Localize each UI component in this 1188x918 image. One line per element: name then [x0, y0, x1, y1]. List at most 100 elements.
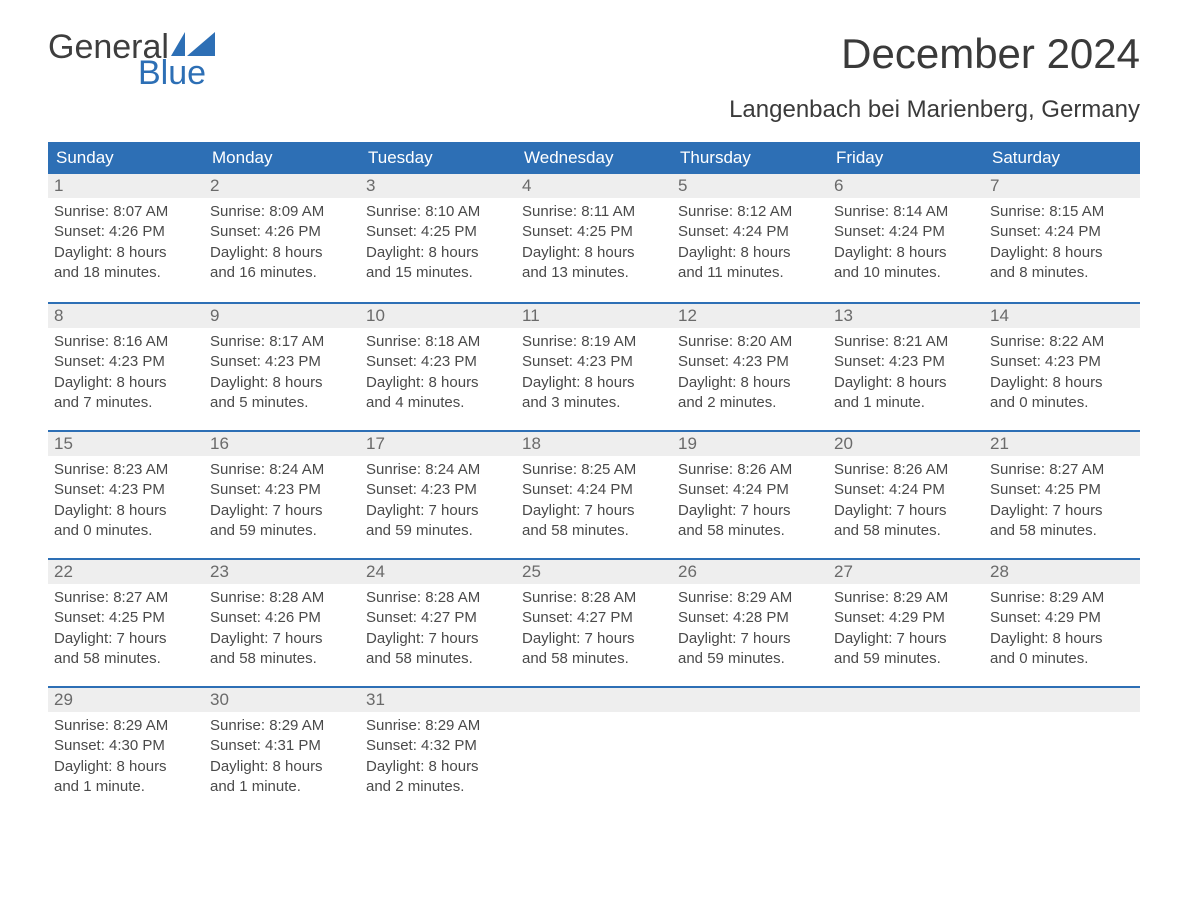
day-d2: and 58 minutes.: [522, 521, 666, 541]
day-d1: Daylight: 8 hours: [210, 757, 354, 777]
calendar-header-cell: Friday: [828, 142, 984, 174]
day-number-row: 20: [828, 432, 984, 456]
calendar-day: 10Sunrise: 8:18 AMSunset: 4:23 PMDayligh…: [360, 304, 516, 430]
logo: General Blue: [48, 30, 215, 90]
day-sunset: Sunset: 4:25 PM: [522, 222, 666, 242]
calendar-day: 17 Sunrise: 8:24 AMSunset: 4:23 PMDayligh…: [360, 432, 516, 558]
day-number-row: 23: [204, 560, 360, 584]
day-number: 21: [990, 434, 1009, 453]
calendar-day: 31Sunrise: 8:29 AMSunset: 4:32 PMDayligh…: [360, 688, 516, 814]
day-number: 23: [210, 562, 229, 581]
day-d1: Daylight: 8 hours: [366, 373, 510, 393]
day-body: Sunrise: 8:28 AMSunset: 4:27 PMDaylight:…: [516, 584, 672, 679]
calendar-header-cell: Thursday: [672, 142, 828, 174]
day-sunrise: Sunrise: 8:27 AM: [990, 460, 1134, 480]
day-sunset: Sunset: 4:25 PM: [990, 480, 1134, 500]
calendar-day: 28Sunrise: 8:29 AMSunset: 4:29 PMDayligh…: [984, 560, 1140, 686]
day-number-row: 21: [984, 432, 1140, 456]
day-sunrise: Sunrise: 8:14 AM: [834, 202, 978, 222]
day-sunset: Sunset: 4:23 PM: [210, 480, 354, 500]
calendar-day: 3Sunrise: 8:10 AMSunset: 4:25 PMDaylight…: [360, 174, 516, 302]
day-number: 26: [678, 562, 697, 581]
day-body: Sunrise: 8:24 AMSunset: 4:23 PMDaylight:…: [360, 456, 516, 551]
day-body: Sunrise: 8:29 AMSunset: 4:28 PMDaylight:…: [672, 584, 828, 679]
day-d1: Daylight: 8 hours: [366, 243, 510, 263]
day-number-row: 28: [984, 560, 1140, 584]
day-sunset: Sunset: 4:23 PM: [522, 352, 666, 372]
day-sunset: Sunset: 4:23 PM: [678, 352, 822, 372]
calendar-week: 15Sunrise: 8:23 AMSunset: 4:23 PMDayligh…: [48, 430, 1140, 558]
day-number-row: 4: [516, 174, 672, 198]
day-number: 12: [678, 306, 697, 325]
calendar-day: 22Sunrise: 8:27 AMSunset: 4:25 PMDayligh…: [48, 560, 204, 686]
calendar-day: 12Sunrise: 8:20 AMSunset: 4:23 PMDayligh…: [672, 304, 828, 430]
day-sunrise: Sunrise: 8:29 AM: [210, 716, 354, 736]
day-sunrise: Sunrise: 8:29 AM: [54, 716, 198, 736]
day-number: [834, 690, 839, 709]
logo-text-blue: Blue: [138, 56, 215, 90]
day-sunrise: Sunrise: 8:29 AM: [990, 588, 1134, 608]
location-subtitle: Langenbach bei Marienberg, Germany: [729, 96, 1140, 124]
day-number: 19: [678, 434, 697, 453]
day-sunset: Sunset: 4:27 PM: [522, 608, 666, 628]
day-sunrise: Sunrise: 8:29 AM: [678, 588, 822, 608]
day-d2: and 58 minutes.: [678, 521, 822, 541]
title-block: December 2024 Langenbach bei Marienberg,…: [729, 30, 1140, 134]
calendar-day: 19Sunrise: 8:26 AMSunset: 4:24 PMDayligh…: [672, 432, 828, 558]
day-d2: and 58 minutes.: [54, 649, 198, 669]
calendar-day: 14Sunrise: 8:22 AMSunset: 4:23 PMDayligh…: [984, 304, 1140, 430]
calendar-day: 16Sunrise: 8:24 AMSunset: 4:23 PMDayligh…: [204, 432, 360, 558]
calendar: SundayMondayTuesdayWednesdayThursdayFrid…: [48, 142, 1140, 814]
day-d2: and 58 minutes.: [834, 521, 978, 541]
day-body: Sunrise: 8:14 AMSunset: 4:24 PMDaylight:…: [828, 198, 984, 293]
day-number-row: 27: [828, 560, 984, 584]
day-number-row: 11: [516, 304, 672, 328]
day-number: 25: [522, 562, 541, 581]
calendar-day: 7Sunrise: 8:15 AMSunset: 4:24 PMDaylight…: [984, 174, 1140, 302]
day-d2: and 4 minutes.: [366, 393, 510, 413]
day-number-row: 9: [204, 304, 360, 328]
day-sunrise: Sunrise: 8:24 AM: [210, 460, 354, 480]
calendar-day: 1Sunrise: 8:07 AMSunset: 4:26 PMDaylight…: [48, 174, 204, 302]
day-sunset: Sunset: 4:23 PM: [366, 352, 510, 372]
day-d1: Daylight: 8 hours: [522, 243, 666, 263]
day-d1: Daylight: 8 hours: [54, 501, 198, 521]
day-d2: and 13 minutes.: [522, 263, 666, 283]
day-d2: and 58 minutes.: [522, 649, 666, 669]
day-sunset: Sunset: 4:25 PM: [54, 608, 198, 628]
day-d2: and 5 minutes.: [210, 393, 354, 413]
day-number: [678, 690, 683, 709]
day-sunset: Sunset: 4:23 PM: [990, 352, 1134, 372]
calendar-header-cell: Monday: [204, 142, 360, 174]
day-sunset: Sunset: 4:24 PM: [834, 480, 978, 500]
day-d1: Daylight: 7 hours: [834, 629, 978, 649]
calendar-day: 29Sunrise: 8:29 AMSunset: 4:30 PMDayligh…: [48, 688, 204, 814]
day-number: 17: [366, 434, 385, 453]
day-sunset: Sunset: 4:25 PM: [366, 222, 510, 242]
day-body: Sunrise: 8:19 AMSunset: 4:23 PMDaylight:…: [516, 328, 672, 423]
day-d2: and 0 minutes.: [54, 521, 198, 541]
day-sunset: Sunset: 4:23 PM: [54, 480, 198, 500]
day-sunrise: Sunrise: 8:10 AM: [366, 202, 510, 222]
day-sunset: Sunset: 4:32 PM: [366, 736, 510, 756]
day-number: 4: [522, 176, 531, 195]
day-sunrise: Sunrise: 8:19 AM: [522, 332, 666, 352]
day-body: Sunrise: 8:29 AMSunset: 4:31 PMDaylight:…: [204, 712, 360, 807]
calendar-day: 21 Sunrise: 8:27 AMSunset: 4:25 PMDayligh…: [984, 432, 1140, 558]
day-body: Sunrise: 8:27 AMSunset: 4:25 PMDaylight:…: [984, 456, 1140, 551]
day-sunrise: Sunrise: 8:17 AM: [210, 332, 354, 352]
day-body: Sunrise: 8:22 AMSunset: 4:23 PMDaylight:…: [984, 328, 1140, 423]
calendar-week: 1Sunrise: 8:07 AMSunset: 4:26 PMDaylight…: [48, 174, 1140, 302]
day-sunrise: Sunrise: 8:22 AM: [990, 332, 1134, 352]
day-sunset: Sunset: 4:24 PM: [522, 480, 666, 500]
day-number: 18: [522, 434, 541, 453]
day-sunrise: Sunrise: 8:11 AM: [522, 202, 666, 222]
calendar-day: [672, 688, 828, 814]
calendar-day: 26 Sunrise: 8:29 AMSunset: 4:28 PMDayligh…: [672, 560, 828, 686]
day-sunset: Sunset: 4:29 PM: [990, 608, 1134, 628]
day-d1: Daylight: 8 hours: [834, 373, 978, 393]
day-number-row: 17: [360, 432, 516, 456]
day-number: 28: [990, 562, 1009, 581]
day-d2: and 1 minute.: [210, 777, 354, 797]
page-header: General Blue December 2024 Langenbach be…: [48, 30, 1140, 134]
